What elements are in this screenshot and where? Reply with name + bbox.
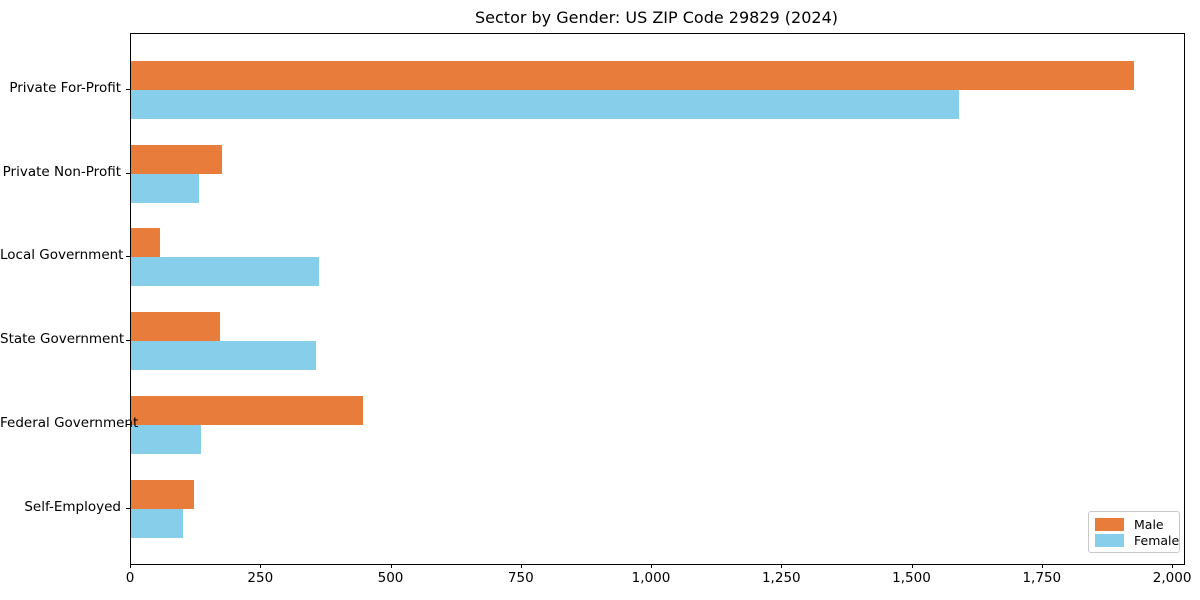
- y-tick-label: Federal Government: [0, 414, 139, 431]
- y-tick-mark: [126, 89, 130, 90]
- bar-female-1: [131, 90, 960, 119]
- legend-item-male: Male: [1095, 517, 1173, 532]
- bar-male-6: [131, 479, 194, 509]
- x-tick-mark: [520, 564, 522, 568]
- legend-swatch-female: [1095, 533, 1124, 547]
- bar-female-4: [131, 341, 316, 371]
- bar-female-5: [131, 424, 202, 454]
- x-tick-label: 1,250: [761, 570, 801, 586]
- x-tick-label: 500: [377, 570, 404, 586]
- y-tick-label: State Government: [0, 331, 125, 348]
- plot-area: [130, 33, 1185, 565]
- y-tick-label: Local Government: [0, 247, 124, 264]
- x-tick-mark: [911, 564, 913, 568]
- x-tick-mark: [1041, 564, 1043, 568]
- x-tick-label: 1,750: [1022, 570, 1062, 586]
- y-tick-mark: [126, 507, 130, 509]
- y-tick-mark: [126, 172, 130, 174]
- x-tick-mark: [390, 564, 392, 568]
- bar-female-3: [131, 257, 319, 287]
- chart-title: Sector by Gender: US ZIP Code 29829 (202…: [475, 8, 838, 27]
- bar-male-3: [131, 228, 160, 258]
- bar-male-5: [131, 395, 363, 425]
- x-tick-label: 750: [507, 570, 534, 586]
- legend-swatch-male: [1095, 517, 1124, 531]
- y-tick-mark: [126, 423, 130, 425]
- y-tick-mark: [126, 340, 130, 342]
- legend-item-female: Female: [1095, 533, 1179, 548]
- x-tick-mark: [781, 564, 783, 568]
- legend-label-female: Female: [1134, 532, 1180, 548]
- y-tick-label: Private For-Profit: [9, 80, 121, 96]
- x-tick-mark: [1172, 564, 1174, 568]
- x-tick-label: 1,500: [892, 570, 931, 586]
- x-tick-mark: [651, 564, 652, 568]
- y-tick-mark: [126, 256, 130, 258]
- x-tick-label: 1,000: [631, 570, 671, 586]
- legend-label-male: Male: [1134, 516, 1164, 532]
- x-tick-label: 0: [125, 570, 135, 586]
- bar-female-6: [131, 508, 184, 538]
- bar-female-2: [131, 173, 199, 203]
- bar-male-1: [131, 61, 1134, 90]
- legend: Male Female: [1088, 511, 1180, 553]
- bar-male-2: [131, 144, 223, 174]
- x-tick-mark: [130, 564, 131, 568]
- x-tick-label: 250: [247, 570, 274, 586]
- x-tick-mark: [260, 564, 262, 568]
- bar-male-4: [131, 312, 220, 342]
- y-tick-label: Self-Employed: [24, 498, 121, 515]
- x-tick-label: 2,000: [1152, 570, 1192, 586]
- y-tick-label: Private Non-Profit: [2, 163, 121, 180]
